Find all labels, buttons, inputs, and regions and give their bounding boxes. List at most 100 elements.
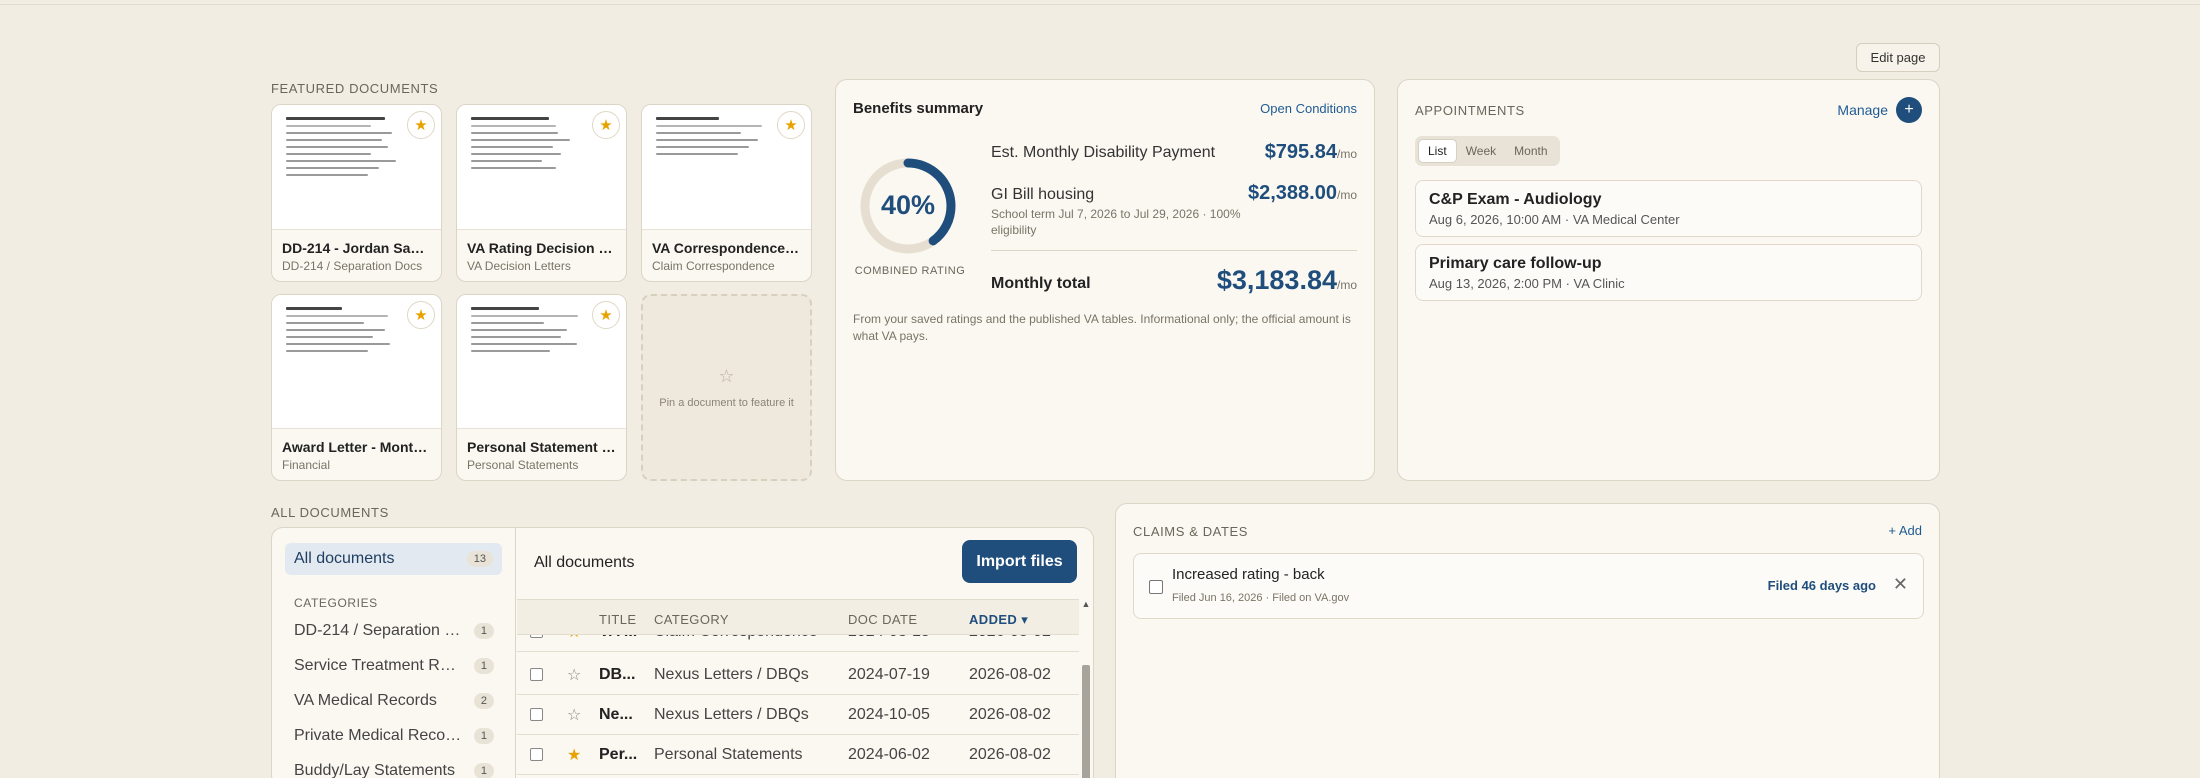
- featured-card[interactable]: ★ VA Rating Decision (20... VA Decision …: [456, 104, 627, 282]
- card-category: VA Decision Letters: [467, 259, 571, 273]
- edit-page-button[interactable]: Edit page: [1856, 43, 1940, 72]
- documents-title: All documents: [534, 554, 635, 571]
- column-title[interactable]: TITLE: [599, 612, 637, 627]
- pin-star-icon[interactable]: ★: [407, 301, 435, 329]
- row-checkbox[interactable]: [530, 668, 543, 681]
- count-badge: 13: [466, 551, 493, 567]
- row-category: Personal Statements: [654, 746, 803, 763]
- sidebar-item-all-documents[interactable]: All documents 13: [285, 543, 502, 575]
- scrollbar-thumb[interactable]: [1082, 665, 1090, 778]
- card-category: Personal Statements: [467, 458, 579, 472]
- monthly-total-value: $3,183.84/mo: [1216, 265, 1357, 295]
- appointments-panel: APPOINTMENTS Manage + List Week Month C&…: [1397, 79, 1940, 481]
- disability-payment-value: $795.84/mo: [1264, 141, 1357, 163]
- row-added: 2026-08-02: [969, 706, 1051, 723]
- appointment-item[interactable]: C&P Exam - Audiology Aug 6, 2026, 10:00 …: [1415, 180, 1922, 237]
- documents-table-area: All documents Import files ★ VA ... Clai…: [517, 528, 1093, 778]
- star-icon[interactable]: ★: [567, 747, 582, 764]
- card-title: Personal Statement - Ti...: [467, 439, 626, 455]
- view-month-tab[interactable]: Month: [1514, 144, 1548, 158]
- featured-card[interactable]: ★ Award Letter - Monthly... Financial: [271, 294, 442, 481]
- categories-heading: CATEGORIES: [294, 596, 378, 610]
- table-row[interactable]: ☆ DB... Nexus Letters / DBQs 2024-07-19 …: [517, 655, 1079, 695]
- table-scrollbar[interactable]: ▲: [1081, 599, 1091, 778]
- benefits-summary-panel: Benefits summary Open Conditions 40% COM…: [835, 79, 1375, 481]
- combined-rating-label: COMBINED RATING: [854, 265, 966, 277]
- claim-detail: Filed Jun 16, 2026 · Filed on VA.gov: [1172, 592, 1350, 604]
- card-category: DD-214 / Separation Docs: [282, 259, 423, 273]
- featured-card[interactable]: ★ Personal Statement - Ti... Personal St…: [456, 294, 627, 481]
- row-title: Ne...: [599, 706, 633, 723]
- document-thumbnail: ★: [642, 105, 811, 230]
- pin-star-icon[interactable]: ★: [407, 111, 435, 139]
- document-thumbnail: ★: [272, 105, 441, 230]
- row-added: 2026-08-02: [969, 666, 1051, 683]
- featured-heading: FEATURED DOCUMENTS: [271, 81, 439, 96]
- column-added[interactable]: ADDED ▾: [969, 612, 1029, 627]
- sidebar-item-category[interactable]: DD-214 / Separation D... 1: [294, 622, 494, 640]
- import-files-button[interactable]: Import files: [962, 540, 1077, 583]
- count-badge: 2: [473, 693, 494, 709]
- count-badge: 1: [473, 728, 494, 744]
- table-row[interactable]: ★ Per... Personal Statements 2024-06-02 …: [517, 735, 1079, 775]
- close-icon[interactable]: ✕: [1892, 574, 1908, 594]
- sidebar-item-category[interactable]: Buddy/Lay Statements 1: [294, 762, 494, 778]
- pin-placeholder: ☆ Pin a document to feature it: [641, 294, 812, 481]
- open-conditions-link[interactable]: Open Conditions: [1260, 101, 1357, 116]
- view-week-tab[interactable]: Week: [1465, 144, 1497, 158]
- sidebar-item-category[interactable]: Private Medical Records 1: [294, 727, 494, 745]
- column-category[interactable]: CATEGORY: [654, 612, 729, 627]
- combined-rating-ring: [860, 158, 956, 254]
- view-list-tab[interactable]: List: [1418, 139, 1457, 163]
- empty-star-icon: ☆: [718, 366, 735, 386]
- monthly-total-label: Monthly total: [991, 275, 1091, 292]
- combined-rating-value: 40%: [880, 190, 936, 220]
- row-added: 2026-08-02: [969, 746, 1051, 763]
- pin-star-icon[interactable]: ★: [592, 111, 620, 139]
- add-appointment-button[interactable]: +: [1896, 97, 1922, 123]
- featured-card[interactable]: ★ DD-214 - Jordan Sample DD-214 / Separa…: [271, 104, 442, 282]
- claim-checkbox[interactable]: [1149, 580, 1163, 594]
- claim-status: Filed 46 days ago: [1767, 578, 1876, 593]
- count-badge: 1: [473, 763, 494, 778]
- gi-bill-housing-note: School term Jul 7, 2026 to Jul 29, 2026 …: [991, 207, 1241, 237]
- sidebar-item-category[interactable]: Service Treatment Reco... 1: [294, 657, 494, 675]
- table-row[interactable]: ☆ Ne... Nexus Letters / DBQs 2024-10-05 …: [517, 695, 1079, 735]
- pin-star-icon[interactable]: ★: [592, 301, 620, 329]
- document-thumbnail: ★: [457, 105, 626, 230]
- row-doc-date: 2024-07-19: [848, 666, 930, 683]
- documents-sidebar: All documents 13 CATEGORIES DD-214 / Sep…: [272, 528, 516, 778]
- row-checkbox[interactable]: [530, 748, 543, 761]
- column-doc-date[interactable]: DOC DATE: [848, 612, 918, 627]
- sidebar-item-category[interactable]: VA Medical Records 2: [294, 692, 494, 710]
- star-outline-icon[interactable]: ☆: [567, 667, 582, 684]
- document-thumbnail: ★: [457, 295, 626, 429]
- card-title: VA Correspondence - E...: [652, 240, 811, 256]
- divider: [991, 250, 1357, 251]
- star-outline-icon[interactable]: ☆: [567, 707, 582, 724]
- claims-title: CLAIMS & DATES: [1133, 524, 1249, 539]
- add-claim-link[interactable]: + Add: [1888, 523, 1922, 538]
- row-doc-date: 2024-06-02: [848, 746, 930, 763]
- benefits-title: Benefits summary: [853, 100, 984, 117]
- row-checkbox[interactable]: [530, 708, 543, 721]
- pin-star-icon[interactable]: ★: [777, 111, 805, 139]
- row-doc-date: 2024-10-05: [848, 706, 930, 723]
- claim-item[interactable]: Increased rating - back Filed Jun 16, 20…: [1133, 553, 1924, 619]
- row-category: Nexus Letters / DBQs: [654, 666, 809, 683]
- benefits-footnote: From your saved ratings and the publishe…: [853, 312, 1351, 343]
- appointment-item[interactable]: Primary care follow-up Aug 13, 2026, 2:0…: [1415, 244, 1922, 301]
- appointment-detail: Aug 6, 2026, 10:00 AM · VA Medical Cente…: [1429, 212, 1680, 227]
- all-documents-heading: ALL DOCUMENTS: [271, 505, 389, 520]
- claim-title: Increased rating - back: [1172, 566, 1325, 583]
- featured-card[interactable]: ★ VA Correspondence - E... Claim Corresp…: [641, 104, 812, 282]
- card-title: DD-214 - Jordan Sample: [282, 240, 441, 256]
- row-title: Per...: [599, 746, 638, 763]
- document-thumbnail: ★: [272, 295, 441, 429]
- top-divider: [0, 4, 2200, 5]
- card-title: VA Rating Decision (20...: [467, 240, 626, 256]
- gi-bill-housing-value: $2,388.00/mo: [1248, 182, 1357, 204]
- disability-payment-label: Est. Monthly Disability Payment: [991, 144, 1216, 161]
- manage-appointments-link[interactable]: Manage: [1837, 102, 1888, 118]
- scroll-up-icon[interactable]: ▲: [1081, 599, 1091, 609]
